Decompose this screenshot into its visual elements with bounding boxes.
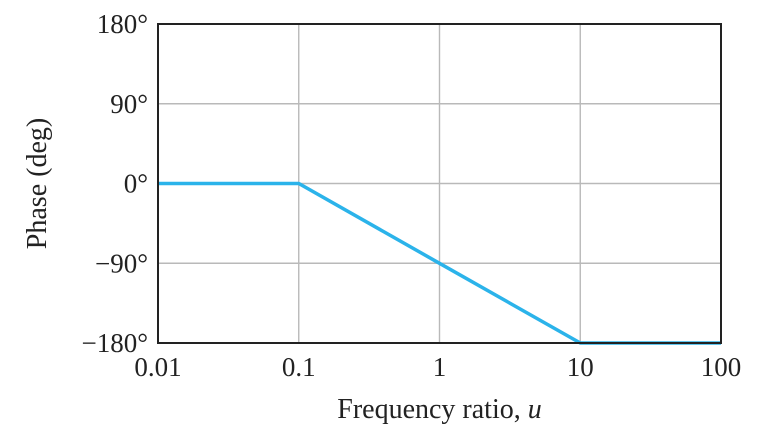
x-tick-label: 0.1 <box>282 352 316 382</box>
y-tick-label: −90° <box>95 248 148 278</box>
y-tick-label: 90° <box>110 89 148 119</box>
y-tick-label: 0° <box>124 169 148 199</box>
y-tick-label: 180° <box>97 9 148 39</box>
x-tick-labels: 0.01 0.1 1 10 100 <box>134 352 741 382</box>
x-tick-label: 0.01 <box>134 352 181 382</box>
y-axis-label: Phase (deg) <box>22 118 53 249</box>
x-axis-label-text: Frequency ratio, <box>337 394 528 425</box>
x-axis-label: Frequency ratio, u <box>337 394 542 425</box>
y-tick-labels: 180° 90° 0° −90° −180° <box>81 9 148 358</box>
x-tick-label: 10 <box>567 352 594 382</box>
x-axis-label-variable: u <box>528 394 542 425</box>
x-tick-label: 1 <box>433 352 447 382</box>
y-tick-label: −180° <box>81 328 148 358</box>
x-tick-label: 100 <box>701 352 742 382</box>
plot-frame <box>157 23 722 344</box>
